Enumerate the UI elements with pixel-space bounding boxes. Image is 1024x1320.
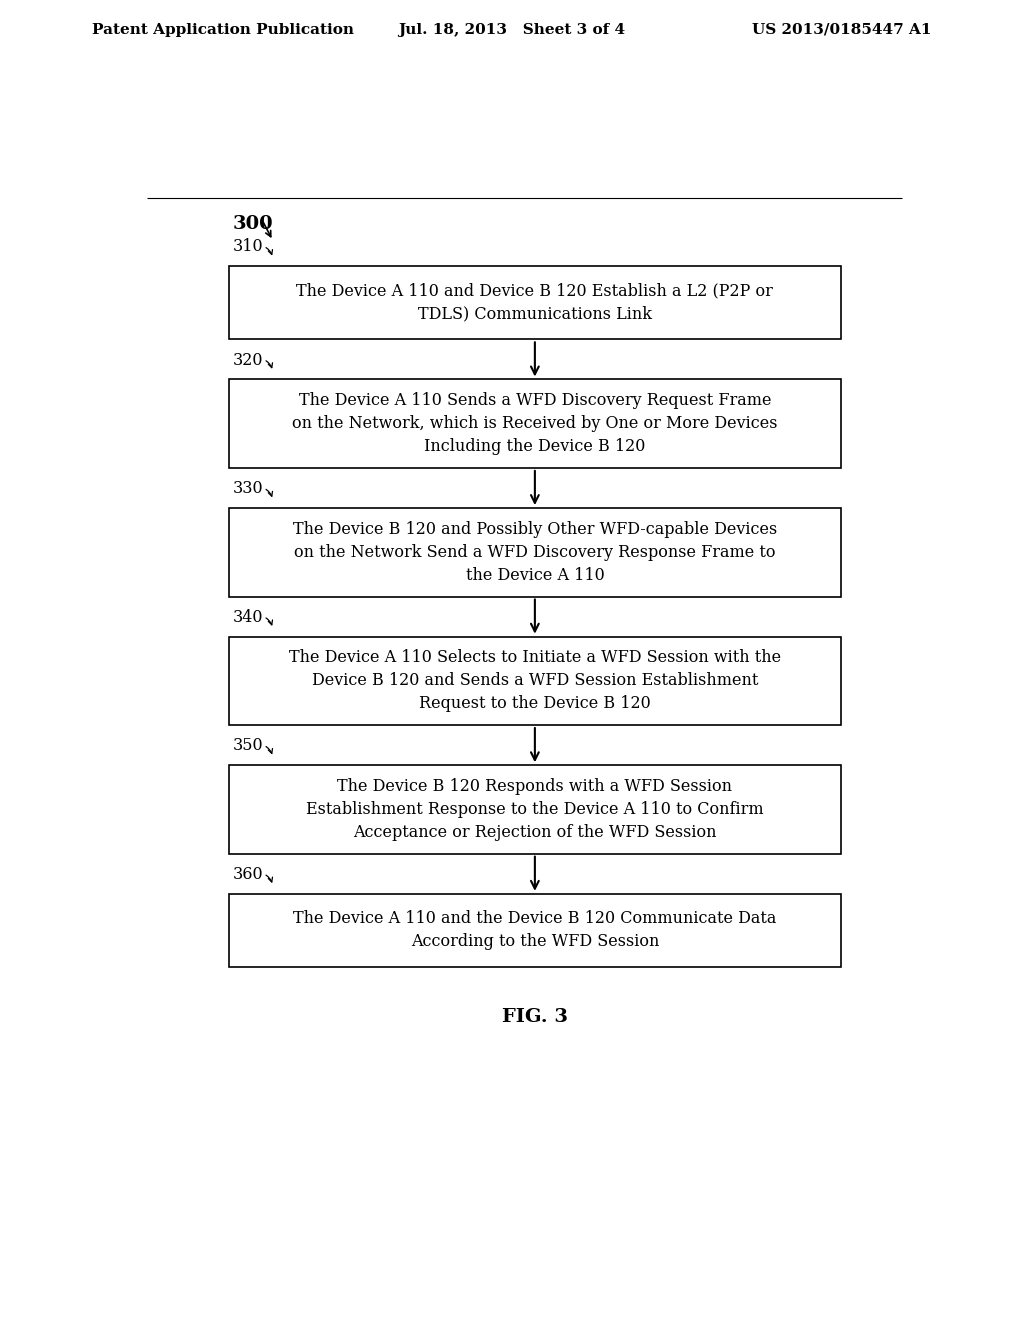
Text: 340: 340 [232,609,263,626]
Bar [228,636,841,725]
Bar [228,894,841,966]
Text: 300: 300 [232,215,273,232]
Text: The Device A 110 Sends a WFD Discovery Request Frame
on the Network, which is Re: The Device A 110 Sends a WFD Discovery R… [292,392,777,455]
Text: US 2013/0185447 A1: US 2013/0185447 A1 [753,22,932,37]
Text: The Device A 110 Selects to Initiate a WFD Session with the
Device B 120 and Sen: The Device A 110 Selects to Initiate a W… [289,649,781,713]
Bar [228,508,841,597]
Text: The Device B 120 Responds with a WFD Session
Establishment Response to the Devic: The Device B 120 Responds with a WFD Ses… [306,777,764,841]
Bar [228,267,841,339]
Text: Jul. 18, 2013   Sheet 3 of 4: Jul. 18, 2013 Sheet 3 of 4 [398,22,626,37]
Bar [228,766,841,854]
Text: 330: 330 [232,480,263,498]
Text: FIG. 3: FIG. 3 [502,1008,568,1026]
Text: 320: 320 [232,351,263,368]
Text: 350: 350 [232,738,263,755]
Text: Patent Application Publication: Patent Application Publication [92,22,354,37]
Text: The Device A 110 and the Device B 120 Communicate Data
According to the WFD Sess: The Device A 110 and the Device B 120 Co… [293,911,776,950]
Text: The Device A 110 and Device B 120 Establish a L2 (P2P or
TDLS) Communications Li: The Device A 110 and Device B 120 Establ… [296,282,773,322]
Bar [228,379,841,469]
Text: The Device B 120 and Possibly Other WFD-capable Devices
on the Network Send a WF: The Device B 120 and Possibly Other WFD-… [293,521,777,583]
Text: 310: 310 [232,239,263,256]
Text: 360: 360 [232,866,263,883]
